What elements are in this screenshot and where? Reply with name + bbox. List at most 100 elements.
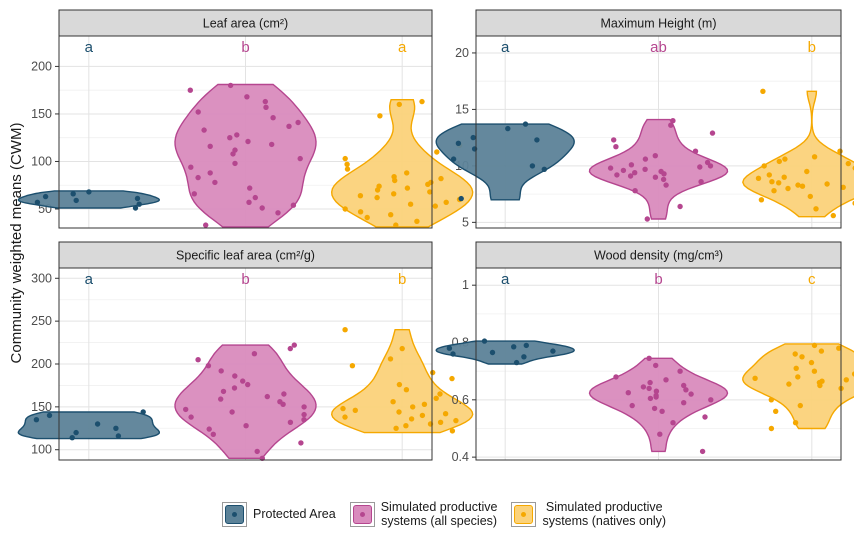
data-point-natives-only <box>427 189 433 195</box>
data-point-all-species <box>688 391 694 397</box>
data-point-natives-only <box>419 98 425 105</box>
panel-border <box>58 35 433 229</box>
violin-protected-area <box>435 123 575 201</box>
data-point-natives-only <box>399 345 405 352</box>
data-point-all-species <box>614 172 620 178</box>
data-point-natives-only <box>830 212 836 219</box>
data-point-natives-only <box>437 419 444 425</box>
data-point-all-species <box>657 431 663 437</box>
data-point-all-species <box>642 166 648 172</box>
data-point-natives-only <box>799 183 806 189</box>
panel-border <box>58 267 433 461</box>
data-point-all-species <box>259 205 265 211</box>
data-point-natives-only <box>768 397 774 403</box>
data-point-natives-only <box>449 375 455 382</box>
data-point-all-species <box>232 160 238 167</box>
data-point-protected-area <box>529 163 536 169</box>
data-point-natives-only <box>768 425 775 432</box>
data-point-natives-only <box>449 428 456 434</box>
data-point-natives-only <box>390 399 396 405</box>
data-point-natives-only <box>340 405 346 412</box>
data-point-natives-only <box>437 391 443 397</box>
data-point-natives-only <box>438 175 444 182</box>
data-point-protected-area <box>136 201 142 207</box>
panel-title: Wood density (mg/cm³) <box>594 249 723 263</box>
significance-letter: b <box>808 39 816 56</box>
data-point-all-species <box>628 162 635 168</box>
data-point-all-species <box>287 419 294 425</box>
data-point-all-species <box>295 119 301 126</box>
data-point-all-species <box>683 387 689 393</box>
y-tick-label: 0.4 <box>452 450 469 464</box>
data-point-natives-only <box>434 149 440 155</box>
data-point-natives-only <box>824 181 830 187</box>
data-point-all-species <box>660 176 667 183</box>
data-point-protected-area <box>511 344 517 350</box>
data-point-all-species <box>245 381 251 388</box>
data-point-natives-only <box>819 378 825 384</box>
data-point-protected-area <box>550 348 556 354</box>
data-point-protected-area <box>140 409 146 415</box>
panel-border <box>475 267 842 461</box>
data-point-all-species <box>210 431 216 437</box>
data-point-all-species <box>613 374 619 380</box>
data-point-protected-area <box>534 137 540 143</box>
data-point-natives-only <box>804 168 810 175</box>
data-point-all-species <box>269 141 275 148</box>
data-point-natives-only <box>453 417 459 424</box>
data-point-all-species <box>297 155 303 162</box>
data-point-natives-only <box>797 402 803 409</box>
data-point-all-species <box>212 179 218 186</box>
data-point-all-species <box>290 202 297 208</box>
data-point-protected-area <box>73 429 79 436</box>
data-point-natives-only <box>387 356 394 362</box>
data-point-natives-only <box>403 387 410 393</box>
legend: Protected Area Simulated productive syst… <box>222 494 680 534</box>
data-point-natives-only <box>818 348 825 354</box>
data-point-all-species <box>251 351 258 357</box>
data-point-all-species <box>652 174 659 180</box>
y-tick-label: 150 <box>31 107 52 121</box>
legend-label-protected-area: Protected Area <box>253 507 336 521</box>
data-point-all-species <box>627 173 634 179</box>
data-point-natives-only <box>408 416 415 422</box>
data-point-natives-only <box>376 183 382 189</box>
data-point-natives-only <box>442 411 449 417</box>
y-tick-label: 200 <box>31 357 52 371</box>
data-point-protected-area <box>132 205 139 211</box>
data-point-all-species <box>263 104 269 111</box>
data-point-protected-area <box>541 166 547 172</box>
significance-letter: b <box>241 39 249 56</box>
data-point-all-species <box>287 345 293 352</box>
data-point-all-species <box>201 127 207 133</box>
data-point-all-species <box>301 417 307 423</box>
violin-protected-area <box>17 190 161 209</box>
violin-natives-only <box>330 329 474 434</box>
data-point-all-species <box>611 137 617 143</box>
data-point-all-species <box>187 87 193 93</box>
data-point-all-species <box>653 388 660 394</box>
data-point-all-species <box>203 222 209 228</box>
data-point-protected-area <box>115 433 122 439</box>
data-point-natives-only <box>782 156 788 162</box>
data-point-natives-only <box>352 407 358 413</box>
panel-strip <box>475 9 842 37</box>
panel-strip <box>475 241 842 269</box>
data-point-natives-only <box>837 148 843 154</box>
data-point-natives-only <box>396 409 402 415</box>
data-point-natives-only <box>760 88 766 95</box>
data-point-protected-area <box>481 338 488 344</box>
data-point-natives-only <box>776 158 782 165</box>
data-point-natives-only <box>755 175 762 181</box>
data-point-all-species <box>218 396 224 402</box>
data-point-natives-only <box>785 185 791 192</box>
y-tick-label: 20 <box>455 46 469 60</box>
data-point-all-species <box>270 115 276 121</box>
data-point-all-species <box>188 414 194 420</box>
data-point-all-species <box>698 179 704 185</box>
data-point-all-species <box>629 402 635 409</box>
data-point-protected-area <box>446 345 453 351</box>
data-point-protected-area <box>86 189 92 195</box>
panel-3: 100 150 200 250 300 a b b Specific leaf area (cm… <box>17 241 474 461</box>
